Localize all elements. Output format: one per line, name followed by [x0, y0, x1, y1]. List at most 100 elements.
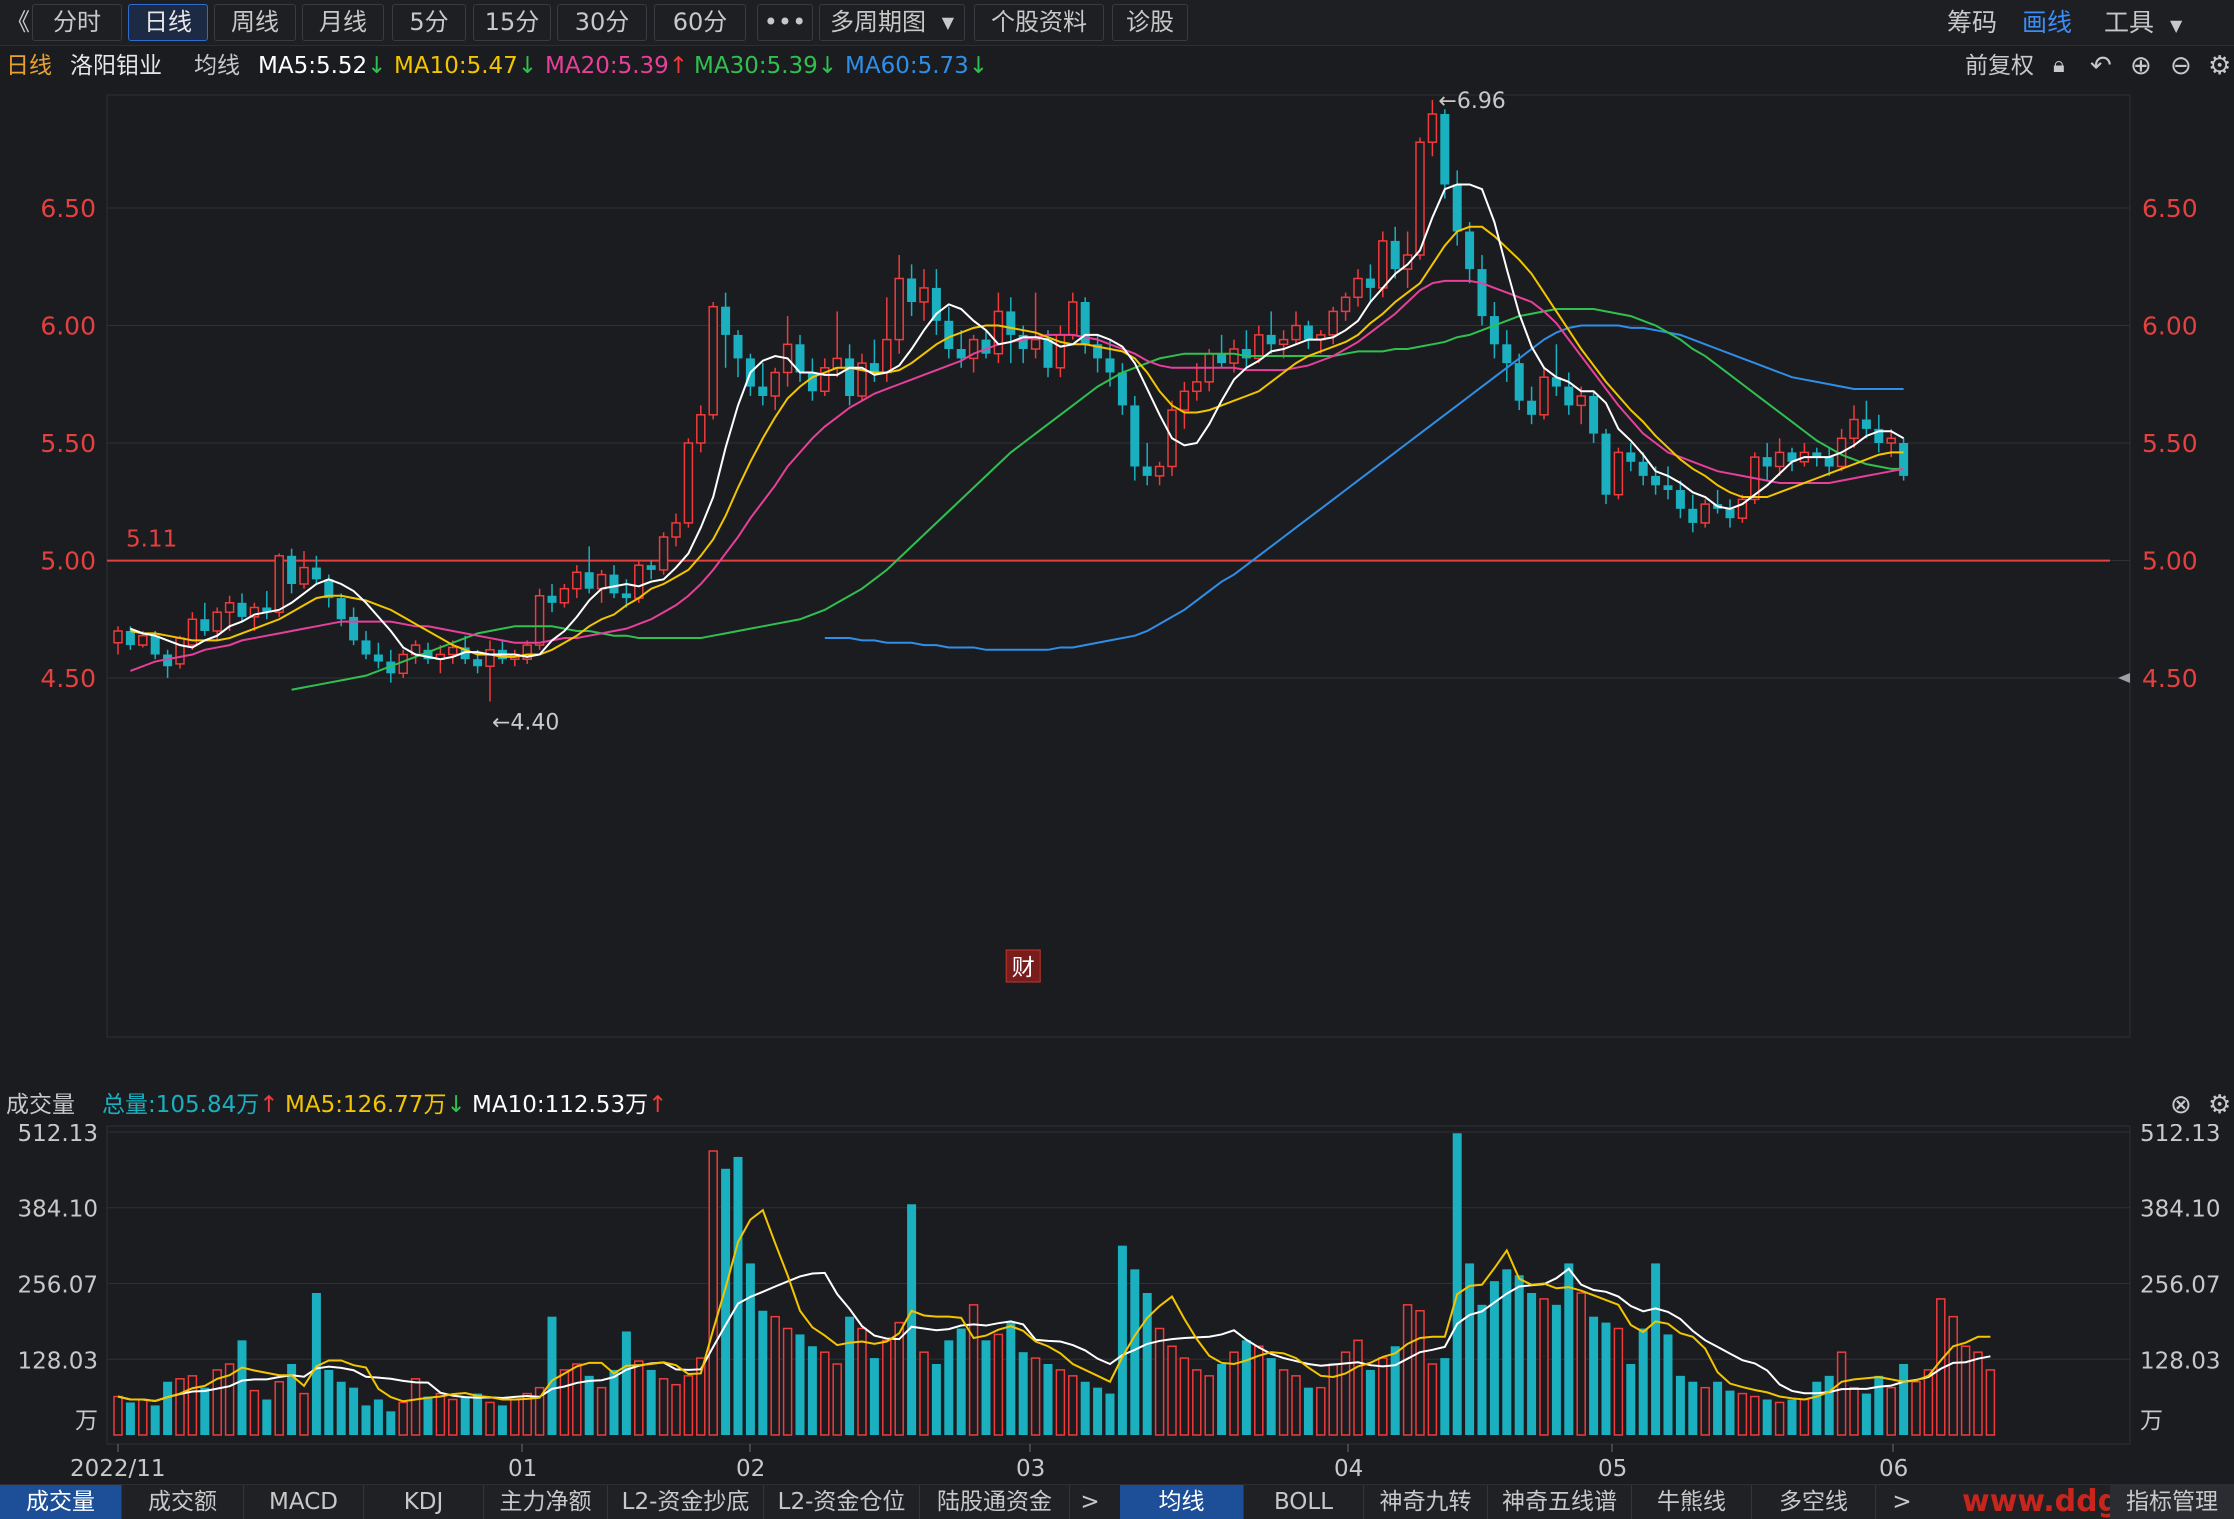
volume-bar-up[interactable]: [1886, 1386, 1896, 1436]
volume-bar-down[interactable]: [336, 1381, 346, 1435]
candle-body-up[interactable]: [398, 653, 408, 675]
volume-bar-up[interactable]: [1030, 1357, 1041, 1436]
candle-body-up[interactable]: [1576, 395, 1586, 407]
volume-bar-down[interactable]: [1452, 1133, 1462, 1435]
indicator-tab-3[interactable]: KDJ: [364, 1485, 484, 1519]
candle-body-down[interactable]: [931, 287, 941, 321]
candle-body-down[interactable]: [1365, 278, 1375, 288]
overlay-tab-2[interactable]: 神奇九转: [1364, 1485, 1488, 1519]
candle-body-up[interactable]: [1378, 240, 1388, 289]
indicator-tab-1[interactable]: 成交额: [122, 1485, 244, 1519]
candle-body-down[interactable]: [287, 555, 297, 584]
volume-bar-down[interactable]: [584, 1375, 594, 1435]
volume-bar-down[interactable]: [1130, 1269, 1140, 1435]
candle-body-up[interactable]: [1886, 437, 1896, 444]
volume-bar-down[interactable]: [807, 1346, 817, 1435]
candle-body-up[interactable]: [658, 536, 669, 571]
candle-body-up[interactable]: [1192, 381, 1202, 393]
volume-bar-up[interactable]: [435, 1392, 446, 1436]
candle-body-up[interactable]: [1849, 418, 1859, 440]
candle-body-down[interactable]: [1465, 231, 1475, 270]
draw-line-button[interactable]: 画线: [2022, 8, 2073, 37]
volume-bar-up[interactable]: [1539, 1298, 1549, 1436]
candle-body-down[interactable]: [1080, 302, 1090, 345]
volume-bar-down[interactable]: [721, 1168, 731, 1435]
volume-bar-down[interactable]: [1589, 1316, 1599, 1435]
candle-body-down[interactable]: [1514, 363, 1524, 401]
candle-body-down[interactable]: [324, 579, 334, 599]
volume-bar-down[interactable]: [1390, 1346, 1400, 1435]
volume-bar-up[interactable]: [1291, 1375, 1301, 1436]
volume-bar-down[interactable]: [386, 1411, 396, 1435]
adjust-mode[interactable]: 前复权: [1965, 53, 2034, 79]
candle-body-up[interactable]: [882, 338, 892, 374]
volume-bar-down[interactable]: [1688, 1381, 1698, 1435]
candle-body-down[interactable]: [1440, 114, 1450, 185]
candle-body-up[interactable]: [485, 649, 495, 667]
candle-body-down[interactable]: [262, 607, 272, 613]
candle-body-down[interactable]: [1663, 485, 1673, 490]
candle-body-up[interactable]: [1068, 301, 1078, 336]
volume-bar-down[interactable]: [1762, 1399, 1772, 1435]
volume-bar-down[interactable]: [163, 1381, 173, 1435]
volume-bar-up[interactable]: [683, 1375, 694, 1436]
candle-body-down[interactable]: [981, 339, 991, 354]
candle-body-down[interactable]: [1006, 311, 1016, 335]
volume-bar-up[interactable]: [1402, 1304, 1413, 1436]
volume-bar-down[interactable]: [423, 1396, 433, 1435]
volume-bar-up[interactable]: [770, 1315, 780, 1436]
volume-bar-down[interactable]: [1080, 1381, 1090, 1435]
close-icon[interactable]: ⊗: [2170, 1090, 2192, 1120]
volume-bar-down[interactable]: [1874, 1375, 1884, 1435]
volume-bar-up[interactable]: [113, 1395, 123, 1436]
volume-bar-down[interactable]: [1787, 1399, 1797, 1435]
volume-bar-down[interactable]: [1663, 1334, 1673, 1435]
volume-bar-up[interactable]: [187, 1375, 198, 1436]
volume-bar-up[interactable]: [1737, 1392, 1748, 1436]
volume-bar-down[interactable]: [907, 1204, 917, 1435]
candle-body-up[interactable]: [634, 564, 644, 599]
volume-bar-down[interactable]: [1489, 1281, 1499, 1435]
period-tab-0[interactable]: 分时: [32, 4, 122, 41]
candle-body-down[interactable]: [807, 372, 817, 392]
scroll-right-arrow-icon[interactable]: >: [1892, 1489, 1912, 1515]
candle-body-up[interactable]: [1340, 296, 1351, 313]
volume-bar-down[interactable]: [1465, 1263, 1475, 1435]
volume-bar-up[interactable]: [398, 1401, 408, 1436]
candle-body-down[interactable]: [795, 344, 805, 373]
candle-body-up[interactable]: [559, 587, 570, 604]
volume-bar-down[interactable]: [324, 1369, 334, 1435]
volume-bar-up[interactable]: [138, 1398, 148, 1436]
candle-body-up[interactable]: [919, 287, 929, 303]
candle-body-down[interactable]: [311, 567, 321, 580]
volume-bar-down[interactable]: [1043, 1364, 1053, 1435]
volume-bar-up[interactable]: [1328, 1363, 1338, 1436]
volume-bar-up[interactable]: [671, 1383, 681, 1436]
volume-bar-down[interactable]: [869, 1358, 879, 1435]
candle-body-down[interactable]: [1626, 452, 1636, 462]
volume-bar-down[interactable]: [1514, 1275, 1524, 1435]
kline-chart[interactable]: 6.50 6.50 6.00 6.00 5.50 5.50 5.00 5.00 4.50 4.50…: [0, 85, 2234, 1075]
volume-bar-up[interactable]: [510, 1398, 520, 1436]
diagnose-button[interactable]: 诊股: [1112, 4, 1188, 41]
volume-bar-up[interactable]: [1068, 1375, 1078, 1436]
volume-bar-down[interactable]: [956, 1328, 966, 1435]
candle-body-down[interactable]: [237, 602, 247, 617]
volume-bar-down[interactable]: [1117, 1245, 1127, 1435]
multi-period-dropdown[interactable]: 多周期图 ▼: [819, 4, 965, 41]
candle-body-up[interactable]: [1154, 465, 1165, 477]
volume-bar-up[interactable]: [894, 1321, 904, 1436]
volume-bar-down[interactable]: [311, 1293, 321, 1435]
period-tab-7[interactable]: 60分: [654, 4, 746, 41]
candle-body-down[interactable]: [1688, 508, 1698, 523]
indicator-tab-0[interactable]: 成交量: [0, 1485, 122, 1519]
ma-label[interactable]: 均线: [194, 53, 240, 79]
candle-body-down[interactable]: [1861, 419, 1871, 429]
candle-body-up[interactable]: [1030, 338, 1041, 350]
volume-bar-down[interactable]: [1899, 1364, 1909, 1435]
volume-bar-down[interactable]: [460, 1396, 470, 1435]
volume-bar-down[interactable]: [1527, 1293, 1537, 1435]
candle-body-down[interactable]: [1130, 405, 1140, 467]
volume-bar-up[interactable]: [1774, 1401, 1785, 1436]
volume-bar-up[interactable]: [832, 1363, 842, 1436]
